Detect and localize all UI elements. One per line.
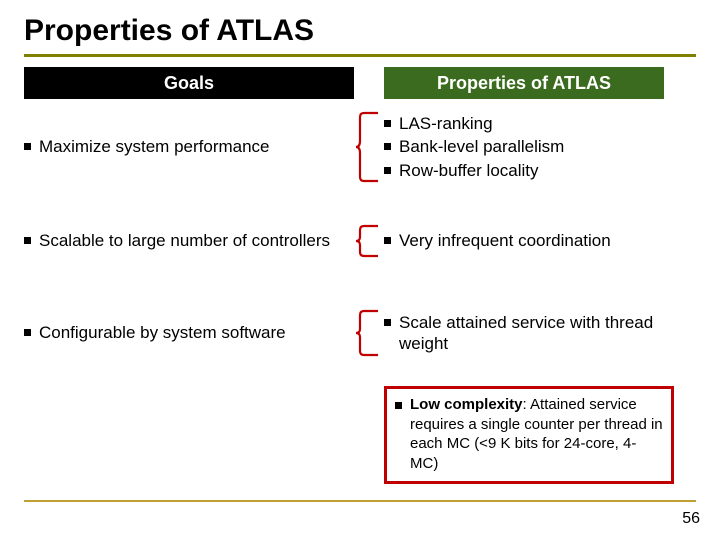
goal-text: Scalable to large number of controllers (39, 230, 330, 251)
last-bold: Low complexity (410, 396, 523, 413)
title-underline (24, 54, 696, 57)
brace-icon (356, 111, 382, 183)
highlight-box: Low complexity: Attained service require… (384, 386, 674, 484)
bracket-cell (354, 195, 384, 287)
table-row: Scalable to large number of controllers … (24, 195, 696, 287)
header-properties: Properties of ATLAS (384, 67, 664, 99)
bullet-icon (384, 120, 391, 127)
table-header-row: Goals Properties of ATLAS (24, 67, 696, 99)
props-cell: LAS-ranking Bank-level parallelism Row-b… (384, 99, 684, 195)
bullet-icon (384, 319, 391, 326)
goal-cell: Configurable by system software (24, 287, 354, 379)
slide-title: Properties of ATLAS (24, 14, 696, 52)
props-cell: Low complexity: Attained service require… (384, 379, 684, 491)
props-cell: Very infrequent coordination (384, 195, 684, 287)
goal-cell-empty (24, 379, 354, 491)
goal-text: Configurable by system software (39, 322, 286, 343)
goal-cell: Scalable to large number of controllers (24, 195, 354, 287)
bullet-icon (384, 167, 391, 174)
bracket-cell-empty (354, 379, 384, 491)
bullet-icon (24, 329, 31, 336)
table-row: Maximize system performance LAS-ranking … (24, 99, 696, 195)
bracket-cell (354, 99, 384, 195)
prop-text: Very infrequent coordination (399, 230, 611, 251)
brace-icon (356, 224, 382, 258)
bullet-icon (384, 143, 391, 150)
table-row: Configurable by system software Scale at… (24, 287, 696, 379)
page-number: 56 (682, 510, 700, 528)
last-prop-text: Low complexity: Attained service require… (410, 395, 663, 473)
brace-icon (356, 309, 382, 357)
bullet-icon (24, 237, 31, 244)
bullet-icon (24, 143, 31, 150)
slide: Properties of ATLAS Goals Properties of … (0, 0, 720, 540)
prop-text: LAS-ranking (399, 113, 493, 134)
goal-cell: Maximize system performance (24, 99, 354, 195)
bullet-icon (384, 237, 391, 244)
prop-text: Bank-level parallelism (399, 136, 564, 157)
header-goals: Goals (24, 67, 354, 99)
footer-rule (24, 500, 696, 502)
table-row: Low complexity: Attained service require… (24, 379, 696, 491)
prop-text: Scale attained service with thread weigh… (399, 312, 684, 355)
prop-text: Row-buffer locality (399, 160, 539, 181)
bullet-icon (395, 402, 402, 409)
props-cell: Scale attained service with thread weigh… (384, 287, 684, 379)
goal-text: Maximize system performance (39, 136, 270, 157)
header-gap (354, 67, 384, 99)
bracket-cell (354, 287, 384, 379)
